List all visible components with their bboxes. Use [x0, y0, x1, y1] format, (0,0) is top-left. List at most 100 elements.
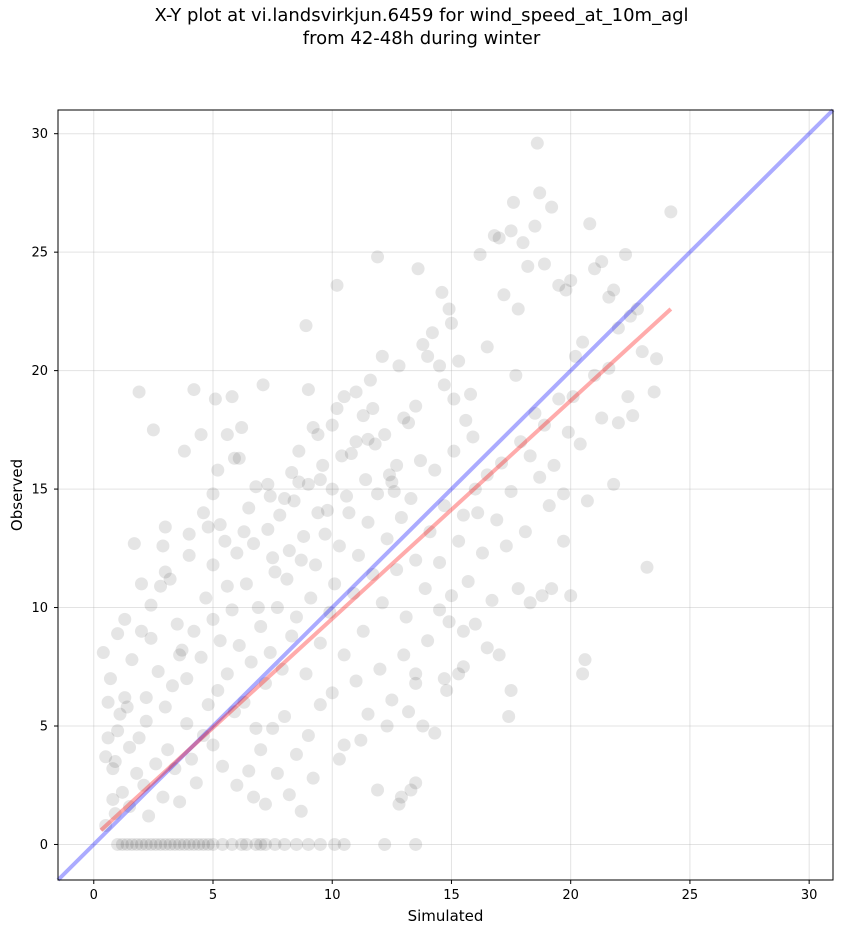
data-point — [273, 508, 287, 522]
data-point — [473, 248, 487, 262]
data-point — [111, 837, 125, 851]
data-point — [225, 390, 239, 404]
data-point — [335, 449, 349, 463]
data-point — [139, 691, 153, 705]
data-point — [480, 468, 494, 482]
data-point — [263, 489, 277, 503]
data-point — [211, 683, 225, 697]
data-point — [354, 733, 368, 747]
x-tick-label: 0 — [90, 888, 98, 903]
x-axis-ticks: 0 5 10 15 20 25 30 — [90, 880, 817, 903]
data-point — [328, 577, 342, 591]
data-point — [182, 548, 196, 562]
data-point — [444, 589, 458, 603]
data-point — [402, 416, 416, 430]
data-point — [390, 563, 404, 577]
data-point — [387, 484, 401, 498]
data-point — [111, 724, 125, 738]
data-point — [220, 428, 234, 442]
data-point — [211, 463, 225, 477]
data-point — [602, 361, 616, 375]
data-point — [442, 302, 456, 316]
data-point — [323, 605, 337, 619]
data-point — [447, 392, 461, 406]
data-point — [130, 766, 144, 780]
data-point — [289, 837, 303, 851]
data-point — [523, 449, 537, 463]
data-point — [330, 402, 344, 416]
data-point — [194, 428, 208, 442]
x-axis-label: Simulated — [408, 907, 484, 925]
data-point — [380, 719, 394, 733]
data-point — [380, 532, 394, 546]
data-point — [537, 418, 551, 432]
data-point — [278, 710, 292, 724]
data-point — [490, 513, 504, 527]
data-point — [361, 515, 375, 529]
data-point — [363, 373, 377, 387]
data-point — [299, 319, 313, 333]
data-point — [196, 506, 210, 520]
data-point — [356, 409, 370, 423]
data-point — [437, 672, 451, 686]
data-point — [561, 425, 575, 439]
y-tick-label: 5 — [40, 720, 48, 735]
data-point — [180, 672, 194, 686]
data-point — [106, 762, 120, 776]
data-point — [301, 728, 315, 742]
data-point — [237, 525, 251, 539]
data-point — [242, 764, 256, 778]
data-point — [189, 776, 203, 790]
data-point — [337, 837, 351, 851]
data-point — [244, 655, 258, 669]
scatter-points — [96, 136, 678, 851]
data-point — [359, 473, 373, 487]
data-point — [306, 771, 320, 785]
data-point — [361, 707, 375, 721]
data-point — [325, 482, 339, 496]
data-point — [268, 837, 282, 851]
data-point — [564, 589, 578, 603]
data-point — [249, 837, 263, 851]
data-point — [421, 634, 435, 648]
data-point — [621, 390, 635, 404]
data-point — [328, 837, 342, 851]
data-point — [366, 567, 380, 581]
data-point — [127, 537, 141, 551]
data-point — [468, 617, 482, 631]
y-axis-ticks: 0 5 10 15 20 25 30 — [31, 127, 58, 853]
data-point — [316, 458, 330, 472]
data-point — [247, 790, 261, 804]
x-tick-label: 5 — [209, 888, 217, 903]
data-point — [118, 612, 132, 626]
data-point — [456, 660, 470, 674]
data-point — [647, 385, 661, 399]
y-tick-label: 25 — [31, 246, 48, 261]
data-point — [206, 612, 220, 626]
data-point — [409, 676, 423, 690]
data-point — [313, 473, 327, 487]
x-tick-label: 10 — [324, 888, 341, 903]
data-point — [409, 667, 423, 681]
data-point — [650, 352, 664, 366]
data-point — [254, 743, 268, 757]
data-point — [108, 807, 122, 821]
data-point — [404, 492, 418, 506]
data-point — [576, 667, 590, 681]
data-point — [518, 525, 532, 539]
data-point — [371, 783, 385, 797]
data-point — [351, 548, 365, 562]
data-point — [337, 738, 351, 752]
data-point — [320, 503, 334, 517]
data-point — [118, 691, 132, 705]
data-point — [332, 539, 346, 553]
data-point — [101, 695, 115, 709]
data-point — [278, 492, 292, 506]
data-point — [173, 648, 187, 662]
data-point — [213, 634, 227, 648]
data-point — [261, 522, 275, 536]
data-point — [263, 646, 277, 660]
x-tick-label: 15 — [443, 888, 460, 903]
data-point — [213, 518, 227, 532]
data-point — [528, 219, 542, 233]
